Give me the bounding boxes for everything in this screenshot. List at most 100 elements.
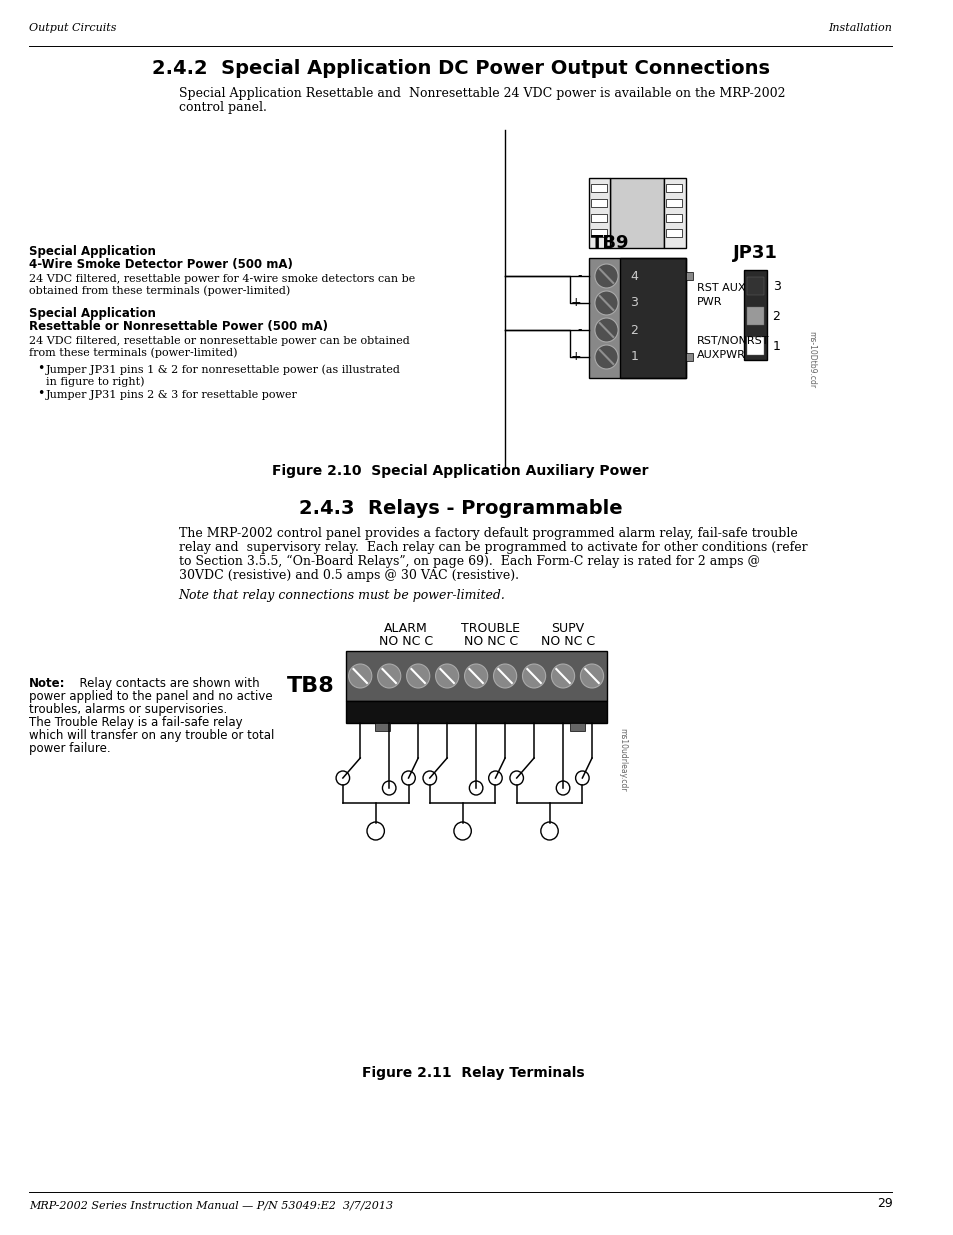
Text: Figure 2.10  Special Application Auxiliary Power: Figure 2.10 Special Application Auxiliar… [273, 464, 648, 478]
Text: ALARM: ALARM [383, 622, 427, 635]
Circle shape [595, 291, 618, 315]
Text: TB9: TB9 [591, 233, 629, 252]
Text: 4: 4 [630, 269, 638, 283]
Text: which will transfer on any trouble or total: which will transfer on any trouble or to… [29, 729, 274, 742]
Bar [743, 270, 766, 359]
Text: 24 VDC filtered, resettable power for 4-wire smoke detectors can be: 24 VDC filtered, resettable power for 4-… [29, 274, 415, 284]
Text: Special Application Resettable and  Nonresettable 24 VDC power is available on t: Special Application Resettable and Nonre… [178, 86, 784, 100]
Text: 2.4.2  Special Application DC Power Output Connections: 2.4.2 Special Application DC Power Outpu… [152, 59, 769, 78]
Text: •: • [36, 387, 44, 400]
Text: -: - [577, 269, 580, 283]
Circle shape [595, 264, 618, 288]
Text: MRP-2002 Series Instruction Manual — P/N 53049:E2  3/7/2013: MRP-2002 Series Instruction Manual — P/N… [29, 1200, 393, 1210]
Text: to Section 3.5.5, “On-Board Relays”, on page 69).  Each Form-C relay is rated fo: to Section 3.5.5, “On-Board Relays”, on … [178, 555, 759, 568]
Text: +: + [570, 351, 580, 363]
Text: NO NC C: NO NC C [378, 635, 433, 648]
Text: Resettable or Nonresettable Power (500 mA): Resettable or Nonresettable Power (500 m… [29, 320, 328, 333]
Bar [746, 337, 763, 354]
Text: obtained from these terminals (power-limited): obtained from these terminals (power-lim… [29, 285, 290, 296]
Bar [589, 258, 619, 378]
Text: 1: 1 [772, 340, 780, 352]
Circle shape [551, 664, 574, 688]
Text: Figure 2.11  Relay Terminals: Figure 2.11 Relay Terminals [361, 1066, 584, 1079]
Text: Installation: Installation [827, 23, 891, 33]
Bar [589, 178, 610, 248]
Text: in figure to right): in figure to right) [47, 377, 145, 387]
Text: Jumper JP31 pins 1 & 2 for nonresettable power (as illustrated: Jumper JP31 pins 1 & 2 for nonresettable… [47, 364, 401, 375]
Circle shape [348, 664, 372, 688]
Text: from these terminals (power-limited): from these terminals (power-limited) [29, 347, 237, 358]
Text: troubles, alarms or supervisories.: troubles, alarms or supervisories. [29, 703, 227, 716]
Text: NO NC C: NO NC C [540, 635, 595, 648]
Text: Special Application: Special Application [29, 308, 155, 320]
Text: ms10udrleay.cdr: ms10udrleay.cdr [618, 729, 627, 792]
Text: 2: 2 [630, 324, 638, 336]
Text: JP31: JP31 [732, 245, 777, 262]
Text: 29: 29 [876, 1197, 891, 1210]
Circle shape [436, 664, 458, 688]
Circle shape [367, 823, 384, 840]
Circle shape [579, 664, 603, 688]
Circle shape [575, 771, 589, 785]
Text: -: - [577, 324, 580, 336]
Circle shape [406, 664, 429, 688]
Text: 24 VDC filtered, resettable or nonresettable power can be obtained: 24 VDC filtered, resettable or nonresett… [29, 336, 409, 346]
Bar [619, 258, 685, 378]
Bar [666, 228, 681, 237]
Text: Relay contacts are shown with: Relay contacts are shown with [72, 677, 260, 690]
Bar [589, 258, 685, 378]
Bar [666, 199, 681, 207]
Circle shape [377, 664, 400, 688]
Circle shape [595, 345, 618, 369]
Circle shape [488, 771, 501, 785]
Bar [591, 228, 606, 237]
Text: TB8: TB8 [286, 676, 334, 697]
Text: TROUBLE: TROUBLE [460, 622, 519, 635]
Circle shape [454, 823, 471, 840]
Bar [666, 184, 681, 191]
Text: SUPV: SUPV [551, 622, 584, 635]
Circle shape [556, 781, 569, 795]
Text: 2: 2 [772, 310, 780, 322]
Bar [610, 178, 663, 248]
Text: Note:: Note: [29, 677, 66, 690]
Circle shape [522, 664, 545, 688]
Bar [591, 214, 606, 222]
Text: +: + [570, 296, 580, 310]
Circle shape [595, 317, 618, 342]
Text: 2.4.3  Relays - Programmable: 2.4.3 Relays - Programmable [298, 499, 622, 517]
Text: 30VDC (resistive) and 0.5 amps @ 30 VAC (resistive).: 30VDC (resistive) and 0.5 amps @ 30 VAC … [178, 569, 518, 582]
Text: 1: 1 [630, 351, 638, 363]
Bar [666, 214, 681, 222]
Circle shape [401, 771, 415, 785]
Bar [375, 722, 390, 731]
Bar [685, 353, 693, 361]
Text: 3: 3 [630, 296, 638, 310]
Text: The MRP-2002 control panel provides a factory default programmed alarm relay, fa: The MRP-2002 control panel provides a fa… [178, 527, 797, 540]
Text: Output Circuits: Output Circuits [29, 23, 116, 33]
Circle shape [335, 771, 349, 785]
Circle shape [493, 664, 517, 688]
Bar [591, 199, 606, 207]
Circle shape [382, 781, 395, 795]
Text: 3: 3 [772, 279, 780, 293]
Bar [746, 277, 763, 295]
Circle shape [469, 781, 482, 795]
Text: •: • [36, 362, 44, 375]
Bar [591, 184, 606, 191]
Text: power applied to the panel and no active: power applied to the panel and no active [29, 690, 273, 703]
Text: relay and  supervisory relay.  Each relay can be programmed to activate for othe: relay and supervisory relay. Each relay … [178, 541, 806, 555]
Text: RST AUX
PWR: RST AUX PWR [697, 283, 745, 306]
Text: NO NC C: NO NC C [463, 635, 517, 648]
Text: 4-Wire Smoke Detector Power (500 mA): 4-Wire Smoke Detector Power (500 mA) [29, 258, 293, 270]
Circle shape [464, 664, 487, 688]
Bar [663, 178, 685, 248]
Bar [345, 701, 606, 722]
Bar [569, 722, 584, 731]
Text: Special Application: Special Application [29, 245, 155, 258]
Circle shape [540, 823, 558, 840]
Text: The Trouble Relay is a fail-safe relay: The Trouble Relay is a fail-safe relay [29, 716, 242, 729]
Text: power failure.: power failure. [29, 742, 111, 755]
Text: control panel.: control panel. [178, 101, 266, 114]
Text: Jumper JP31 pins 2 & 3 for resettable power: Jumper JP31 pins 2 & 3 for resettable po… [47, 390, 298, 400]
